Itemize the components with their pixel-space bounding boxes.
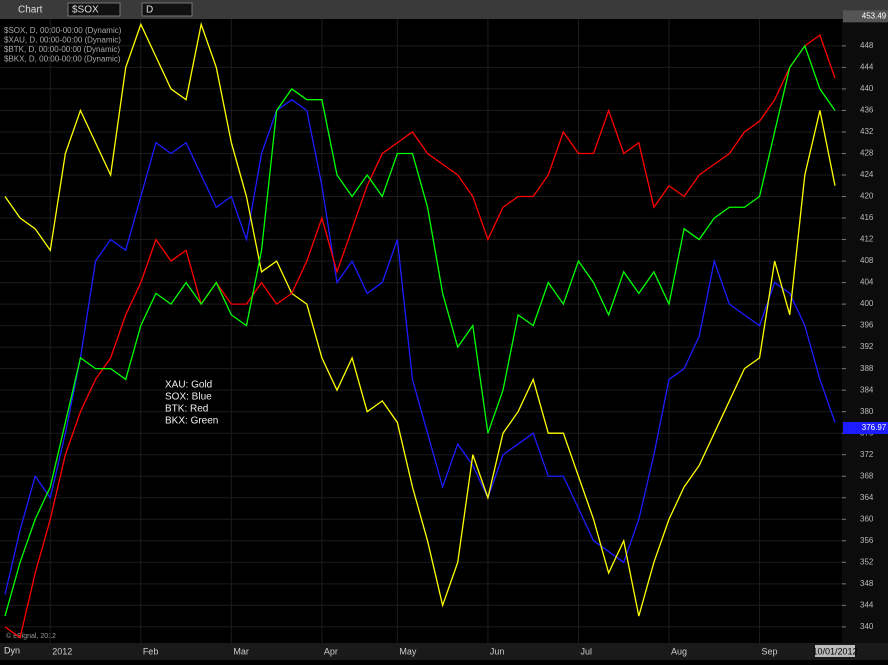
interval[interactable]: D (146, 5, 153, 16)
y-tick-label: 368 (860, 471, 874, 480)
series-line (4, 98, 836, 595)
y-tick-label: 432 (860, 127, 874, 136)
symbol[interactable]: $SOX (72, 5, 99, 16)
y-tick-label: 388 (860, 364, 874, 373)
series-line (4, 21, 836, 617)
y-tick-label: 448 (860, 41, 874, 50)
y-tick-label: 360 (860, 514, 874, 523)
legend-entry: $BTK, D, 00:00-00:00 (Dynamic) (4, 45, 120, 54)
annotation: SOX: Blue (165, 392, 212, 403)
y-tick-label: 380 (860, 407, 874, 416)
y-tick-label: 408 (860, 256, 874, 265)
y-tick-label: 440 (860, 84, 874, 93)
symbol-box[interactable] (67, 2, 121, 17)
x-tick-label: Jul (580, 646, 592, 656)
price-tag-label: 376.97 (862, 423, 887, 432)
y-tick-label: 344 (860, 600, 874, 609)
y-tick-label: 392 (860, 342, 874, 351)
y-tick-label: 436 (860, 106, 874, 115)
x-tick-label: May (399, 646, 417, 656)
x-tick-label: Apr (324, 646, 338, 656)
y-tick-label: 352 (860, 557, 874, 566)
legend-entry: $BKX, D, 00:00-00:00 (Dynamic) (4, 55, 121, 64)
y-axis-panel (842, 19, 888, 643)
series-line (4, 44, 836, 617)
interval-box[interactable] (141, 2, 193, 17)
annotation: BTK: Red (165, 404, 208, 415)
x-tick-label: Aug (671, 646, 687, 656)
price-tag (843, 421, 888, 434)
price-tag (843, 10, 888, 23)
annotation: BKX: Green (165, 416, 218, 427)
mode[interactable]: Dyn (4, 645, 20, 655)
series-line (4, 34, 836, 639)
y-tick-label: 400 (860, 299, 874, 308)
x-label-box (815, 645, 855, 657)
toolbar (0, 0, 888, 19)
x-tick-label: 2012 (52, 646, 72, 656)
x-axis-panel (0, 643, 888, 660)
x-tick-label: Sep (762, 646, 778, 656)
y-tick-label: 428 (860, 149, 874, 158)
y-tick-label: 356 (860, 536, 874, 545)
x-tick-label: Feb (143, 646, 159, 656)
y-tick-label: 416 (860, 213, 874, 222)
x-tick-label: Mar (233, 646, 249, 656)
y-tick-label: 348 (860, 579, 874, 588)
y-tick-label: 340 (860, 622, 874, 631)
y-tick-label: 444 (860, 63, 874, 72)
y-tick-label: 412 (860, 235, 874, 244)
y-tick-label: 364 (860, 493, 874, 502)
y-tick-label: 424 (860, 170, 874, 179)
price-tag-label: 453.49 (862, 11, 887, 20)
legend-entry: $XAU, D, 00:00-00:00 (Dynamic) (4, 36, 121, 45)
y-tick-label: 396 (860, 321, 874, 330)
y-tick-label: 372 (860, 450, 874, 459)
legend-entry: $SOX, D, 00:00-00:00 (Dynamic) (4, 26, 122, 35)
window-title: Chart (18, 5, 43, 16)
y-tick-label: 384 (860, 385, 874, 394)
x-tick-label: 10/01/2012 (812, 646, 857, 656)
y-tick-label: 404 (860, 278, 874, 287)
copyright: © eSignal, 2012 (6, 632, 56, 640)
annotation: XAU: Gold (165, 380, 212, 391)
y-tick-label: 420 (860, 192, 874, 201)
x-tick-label: Jun (490, 646, 505, 656)
